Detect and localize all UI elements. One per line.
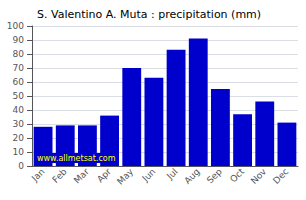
svg-text:Aug: Aug [182, 166, 201, 185]
svg-text:80: 80 [13, 49, 25, 59]
svg-text:Jan: Jan [29, 166, 47, 184]
svg-text:Feb: Feb [50, 166, 69, 185]
svg-text:Apr: Apr [95, 166, 113, 184]
svg-text:20: 20 [13, 133, 25, 143]
svg-text:Jun: Jun [140, 166, 158, 184]
svg-text:www.allmetsat.com: www.allmetsat.com [37, 154, 116, 163]
svg-text:Oct: Oct [228, 166, 246, 184]
svg-text:Sep: Sep [205, 166, 224, 185]
svg-text:Nov: Nov [249, 166, 269, 186]
svg-text:50: 50 [13, 91, 25, 101]
svg-text:90: 90 [13, 35, 25, 45]
svg-text:10: 10 [13, 147, 25, 157]
svg-text:70: 70 [13, 63, 25, 73]
svg-text:100: 100 [7, 21, 24, 31]
svg-text:May: May [115, 166, 136, 187]
svg-text:Mar: Mar [72, 166, 91, 185]
svg-text:S. Valentino A. Muta : precipi: S. Valentino A. Muta : precipitation (mm… [37, 8, 261, 21]
svg-text:30: 30 [13, 119, 25, 129]
svg-text:60: 60 [13, 77, 25, 87]
svg-text:40: 40 [13, 105, 25, 115]
svg-text:Jul: Jul [164, 166, 179, 181]
svg-text:Dec: Dec [271, 166, 290, 185]
svg-text:0: 0 [18, 161, 24, 171]
